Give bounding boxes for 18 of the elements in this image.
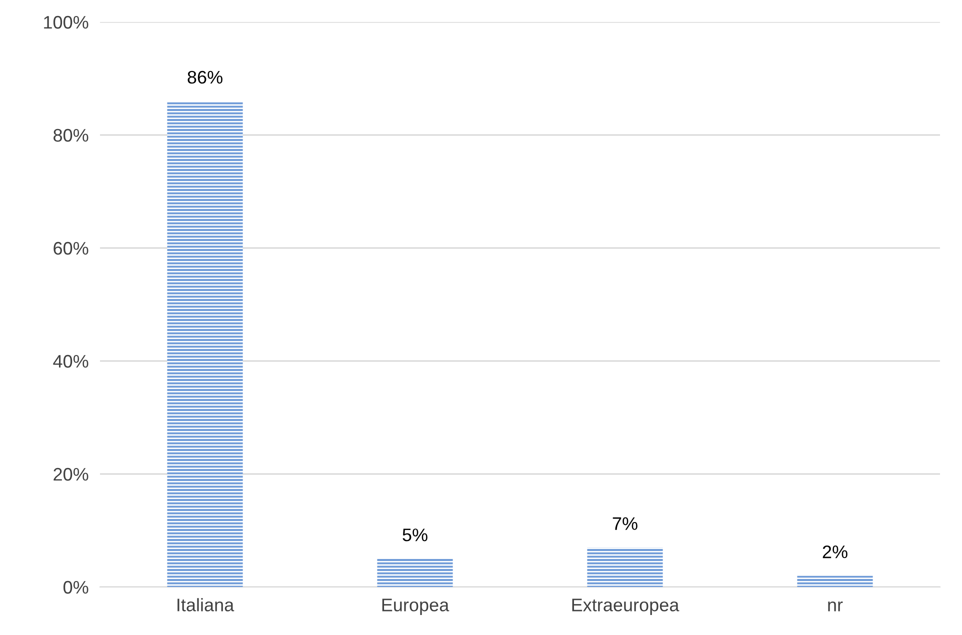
data-label: 2% bbox=[822, 545, 848, 558]
bar bbox=[167, 101, 243, 587]
x-tick-label: Europea bbox=[382, 598, 450, 615]
y-tick-label: 60% bbox=[54, 242, 88, 255]
y-tick-label: 100% bbox=[44, 16, 88, 29]
data-label: 7% bbox=[612, 517, 638, 530]
bar bbox=[377, 558, 453, 587]
bar bbox=[797, 576, 873, 587]
y-tick-label: 0% bbox=[64, 580, 88, 594]
y-tick-label: 40% bbox=[53, 354, 88, 368]
x-tick-label: Extraeuropea bbox=[572, 598, 680, 615]
y-tick-label: 20% bbox=[54, 468, 88, 481]
bar bbox=[587, 547, 663, 587]
x-tick-label: Italiana bbox=[178, 598, 234, 612]
data-label: 86% bbox=[188, 70, 222, 84]
x-tick-label: nr bbox=[828, 601, 843, 612]
data-label: 5% bbox=[402, 528, 428, 542]
y-tick-label: 80% bbox=[54, 128, 88, 142]
